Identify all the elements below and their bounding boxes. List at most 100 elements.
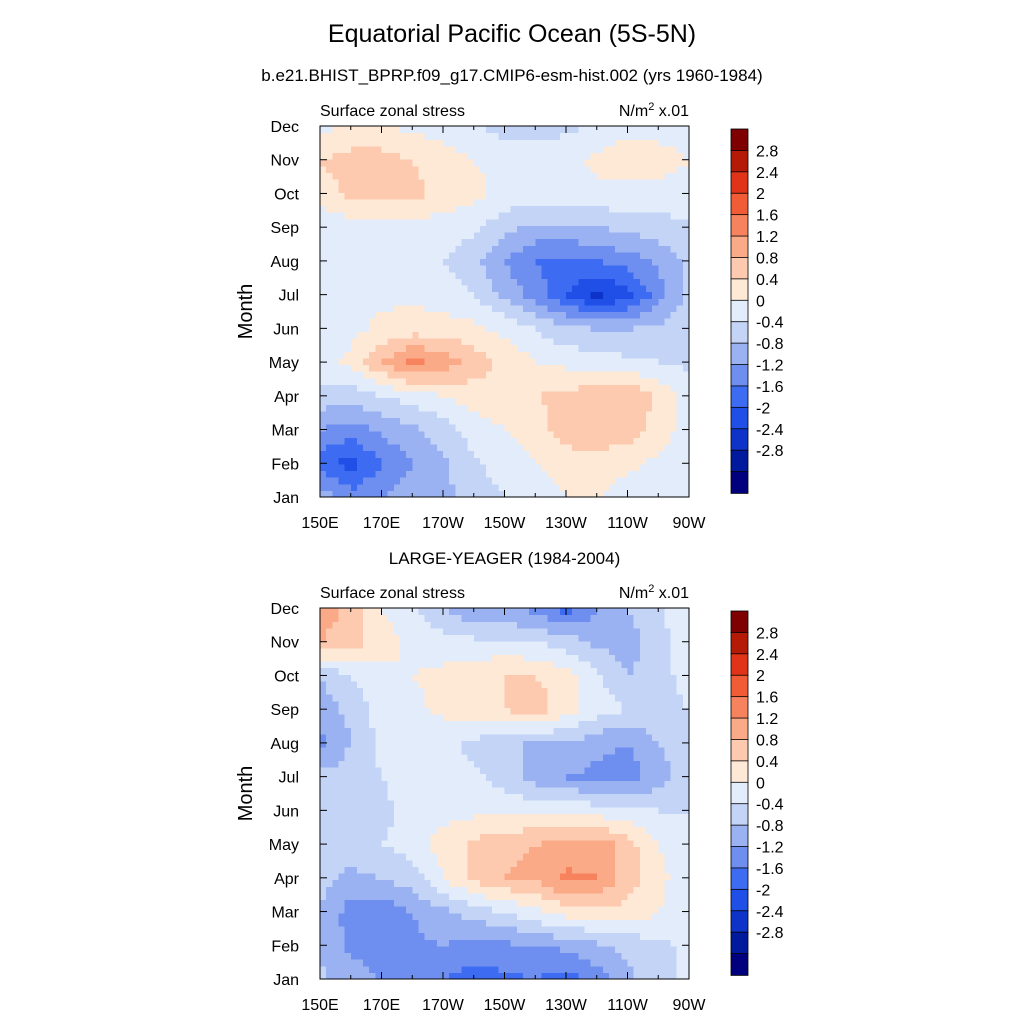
heatmap-cell xyxy=(633,826,641,834)
heatmap-cell xyxy=(406,139,413,147)
heatmap-cell xyxy=(504,833,512,841)
heatmap-cell xyxy=(320,357,327,366)
heatmap-cell xyxy=(670,338,678,346)
heatmap-cell xyxy=(584,866,592,874)
heatmap-cell xyxy=(344,939,352,947)
heatmap-cell xyxy=(479,391,487,399)
heatmap-cell xyxy=(566,926,573,934)
heatmap-cell xyxy=(621,318,629,326)
heatmap-cell xyxy=(572,212,579,220)
heatmap-cell xyxy=(344,205,352,213)
heatmap-cell xyxy=(455,906,463,914)
heatmap-cell xyxy=(498,939,506,947)
heatmap-cell xyxy=(602,839,610,848)
heatmap-cell xyxy=(387,139,395,147)
heatmap-cell xyxy=(430,899,438,907)
heatmap-cell xyxy=(541,364,549,372)
heatmap-cell xyxy=(406,846,413,854)
heatmap-cell xyxy=(522,437,530,445)
heatmap-cell xyxy=(473,298,481,306)
heatmap-cell xyxy=(492,265,499,273)
heatmap-cell xyxy=(584,145,592,154)
heatmap-cell xyxy=(615,945,622,954)
heatmap-cell xyxy=(615,450,622,458)
heatmap-cell xyxy=(381,483,389,491)
heatmap-cell xyxy=(320,139,327,147)
heatmap-cell xyxy=(645,338,653,346)
heatmap-cell xyxy=(584,463,592,472)
heatmap-cell xyxy=(387,338,395,346)
heatmap-cell xyxy=(443,258,450,266)
heatmap-cell xyxy=(504,304,512,313)
heatmap-cell xyxy=(443,298,450,306)
heatmap-cell xyxy=(455,245,463,253)
heatmap-cell xyxy=(424,192,432,200)
heatmap-cell xyxy=(356,245,364,253)
heatmap-cell xyxy=(670,437,678,445)
heatmap-cell xyxy=(356,225,364,233)
heatmap-cell xyxy=(559,892,567,901)
heatmap-cell xyxy=(541,906,549,914)
heatmap-cell xyxy=(338,853,346,861)
heatmap-cell xyxy=(356,945,364,954)
heatmap-cell xyxy=(627,132,635,140)
heatmap-cell xyxy=(516,846,524,854)
heatmap-cell xyxy=(455,477,463,485)
heatmap-cell xyxy=(590,470,598,478)
heatmap-cell xyxy=(461,357,469,366)
heatmap-cell xyxy=(473,331,481,339)
heatmap-cell xyxy=(578,384,586,392)
heatmap-cell xyxy=(326,959,333,967)
heatmap-cell xyxy=(522,245,530,253)
heatmap-cell xyxy=(467,972,475,980)
heatmap-cell xyxy=(627,912,635,920)
heatmap-cell xyxy=(381,165,389,173)
heatmap-cell xyxy=(602,866,610,874)
heatmap-cell xyxy=(535,344,542,352)
heatmap-cell xyxy=(455,939,463,947)
heatmap-cell xyxy=(412,251,419,260)
heatmap-cell xyxy=(455,338,463,346)
heatmap-cell xyxy=(602,965,610,973)
heatmap-cell xyxy=(584,886,592,894)
heatmap-cell xyxy=(609,285,616,293)
heatmap-cell xyxy=(424,377,432,385)
heatmap-cell xyxy=(461,820,469,828)
heatmap-cell xyxy=(652,926,659,934)
heatmap-cell xyxy=(639,945,647,954)
heatmap-cell xyxy=(473,490,481,498)
heatmap-cell xyxy=(639,165,647,173)
heatmap-cell xyxy=(344,338,352,346)
heatmap-cell xyxy=(443,866,450,874)
heatmap-cell xyxy=(412,324,419,332)
heatmap-cell xyxy=(645,192,653,200)
heatmap-cell xyxy=(344,919,352,927)
heatmap-cell xyxy=(627,126,635,134)
heatmap-cell xyxy=(436,364,444,372)
heatmap-cell xyxy=(393,232,401,240)
heatmap-cell xyxy=(504,298,512,306)
heatmap-cell xyxy=(676,338,684,346)
heatmap-cell xyxy=(682,404,690,412)
heatmap-cell xyxy=(516,291,524,299)
heatmap-cell xyxy=(596,198,604,207)
heatmap-cell xyxy=(363,826,370,834)
heatmap-cell xyxy=(449,364,456,372)
heatmap-cell xyxy=(652,331,659,339)
heatmap-cell xyxy=(443,430,450,438)
heatmap-cell xyxy=(596,165,604,173)
heatmap-cell xyxy=(449,391,456,399)
heatmap-cell xyxy=(369,364,376,372)
heatmap-cell xyxy=(553,959,561,967)
heatmap-cell xyxy=(547,132,555,140)
heatmap-cell xyxy=(529,926,536,934)
heatmap-cell xyxy=(670,371,678,379)
heatmap-cell xyxy=(387,866,395,874)
heatmap-cell xyxy=(436,165,444,173)
heatmap-cell xyxy=(443,417,450,425)
heatmap-cell xyxy=(578,813,586,821)
heatmap-cell xyxy=(332,450,340,458)
heatmap-cell xyxy=(381,258,389,266)
heatmap-cell xyxy=(522,218,530,226)
heatmap-cell xyxy=(449,384,456,392)
